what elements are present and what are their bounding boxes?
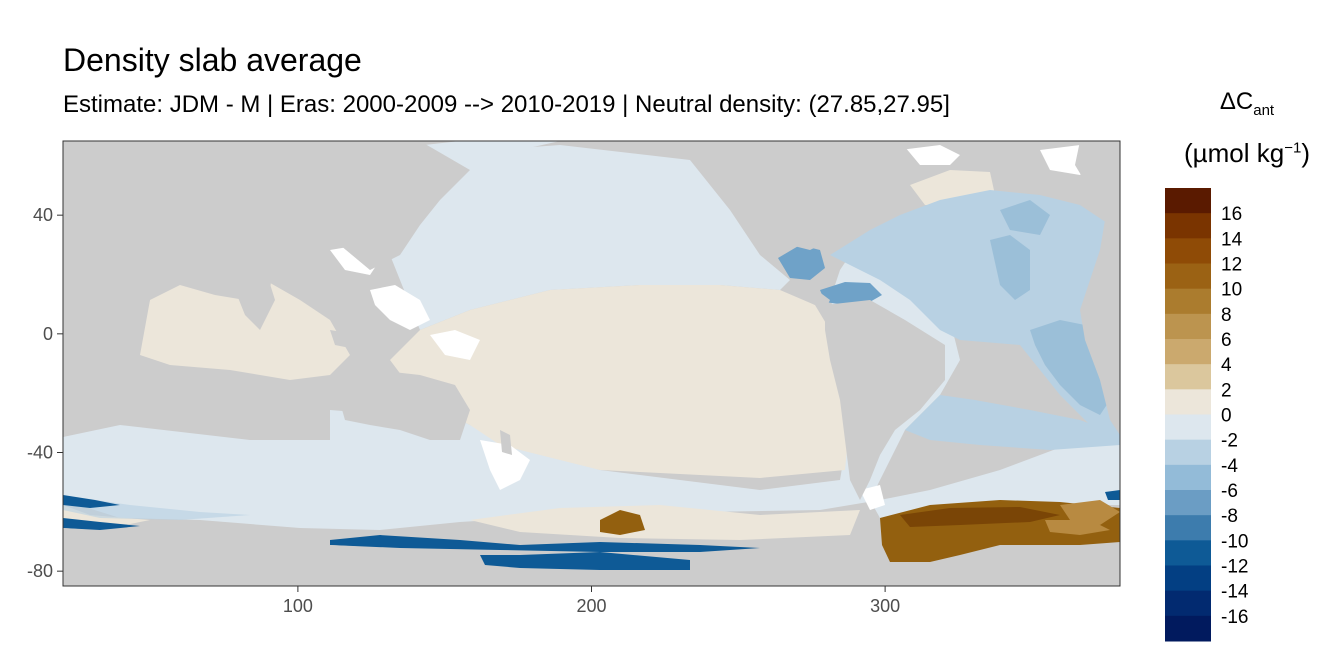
- land-masses: [63, 141, 1120, 586]
- legend-label: -16: [1221, 607, 1248, 628]
- legend-swatch: [1165, 490, 1211, 516]
- legend-swatch: [1165, 263, 1211, 290]
- ocean-pos-light: [63, 170, 995, 540]
- legend-swatch: [1165, 313, 1211, 340]
- legend-label: 14: [1221, 229, 1243, 250]
- weddell-positive: [600, 500, 1120, 562]
- x-tick-label: 200: [576, 596, 606, 616]
- legend-swatch: [1165, 565, 1211, 592]
- legend-label: 8: [1221, 305, 1232, 326]
- legend-label: -4: [1221, 456, 1238, 477]
- legend-swatch: [1165, 590, 1211, 617]
- legend-label: 2: [1221, 380, 1232, 401]
- legend-label: 0: [1221, 406, 1232, 427]
- x-tick-label: 300: [870, 596, 900, 616]
- legend-swatch: [1165, 515, 1211, 541]
- legend-swatch: [1165, 615, 1211, 642]
- y-axis: 40 0 -40 -80: [27, 205, 63, 581]
- map-panel: [63, 141, 1120, 586]
- legend-label: -2: [1221, 431, 1238, 452]
- legend-label: 12: [1221, 255, 1242, 276]
- y-tick-label: 0: [43, 324, 53, 344]
- legend-swatch: [1165, 364, 1211, 390]
- legend-colorbar: 16 14 12 10 8 6 4 2 0 -2 -4 -6 -8 -10 -12 -14 -16: [1165, 188, 1249, 642]
- legend-label: -12: [1221, 557, 1248, 578]
- ocean-neg-deep: [778, 245, 882, 305]
- legend-swatch: [1165, 464, 1211, 491]
- x-tick-label: 100: [283, 596, 313, 616]
- legend-swatch: [1165, 288, 1211, 315]
- x-axis: 100 200 300: [283, 586, 900, 616]
- legend-swatch: [1165, 439, 1211, 466]
- plot-subtitle: Estimate: JDM - M | Eras: 2000-2009 --> …: [63, 91, 950, 118]
- legend-label: -14: [1221, 582, 1249, 603]
- legend-label: -10: [1221, 531, 1248, 552]
- legend-label: 4: [1221, 355, 1232, 376]
- legend-swatch: [1165, 238, 1211, 264]
- legend-swatch: [1165, 389, 1211, 415]
- legend-swatch: [1165, 188, 1211, 214]
- y-tick-label: -80: [27, 561, 53, 581]
- legend-title: ΔCant: [1219, 88, 1275, 119]
- legend-label: 6: [1221, 330, 1232, 351]
- ocean-neg-mid: [63, 190, 1120, 520]
- legend-unit: (µmol kg−1): [1184, 138, 1310, 168]
- legend-swatch: [1165, 213, 1211, 239]
- plot-title: Density slab average: [63, 42, 362, 78]
- legend-swatch: [1165, 339, 1211, 365]
- ocean-neg-coastal: [63, 490, 1120, 570]
- y-tick-label: -40: [27, 443, 53, 463]
- legend-label: 16: [1221, 204, 1242, 225]
- legend-label: -8: [1221, 506, 1238, 527]
- legend-label: 10: [1221, 280, 1242, 301]
- y-tick-label: 40: [33, 205, 53, 225]
- legend-swatch: [1165, 540, 1211, 566]
- legend-swatch: [1165, 414, 1211, 441]
- legend-label: -6: [1221, 481, 1238, 502]
